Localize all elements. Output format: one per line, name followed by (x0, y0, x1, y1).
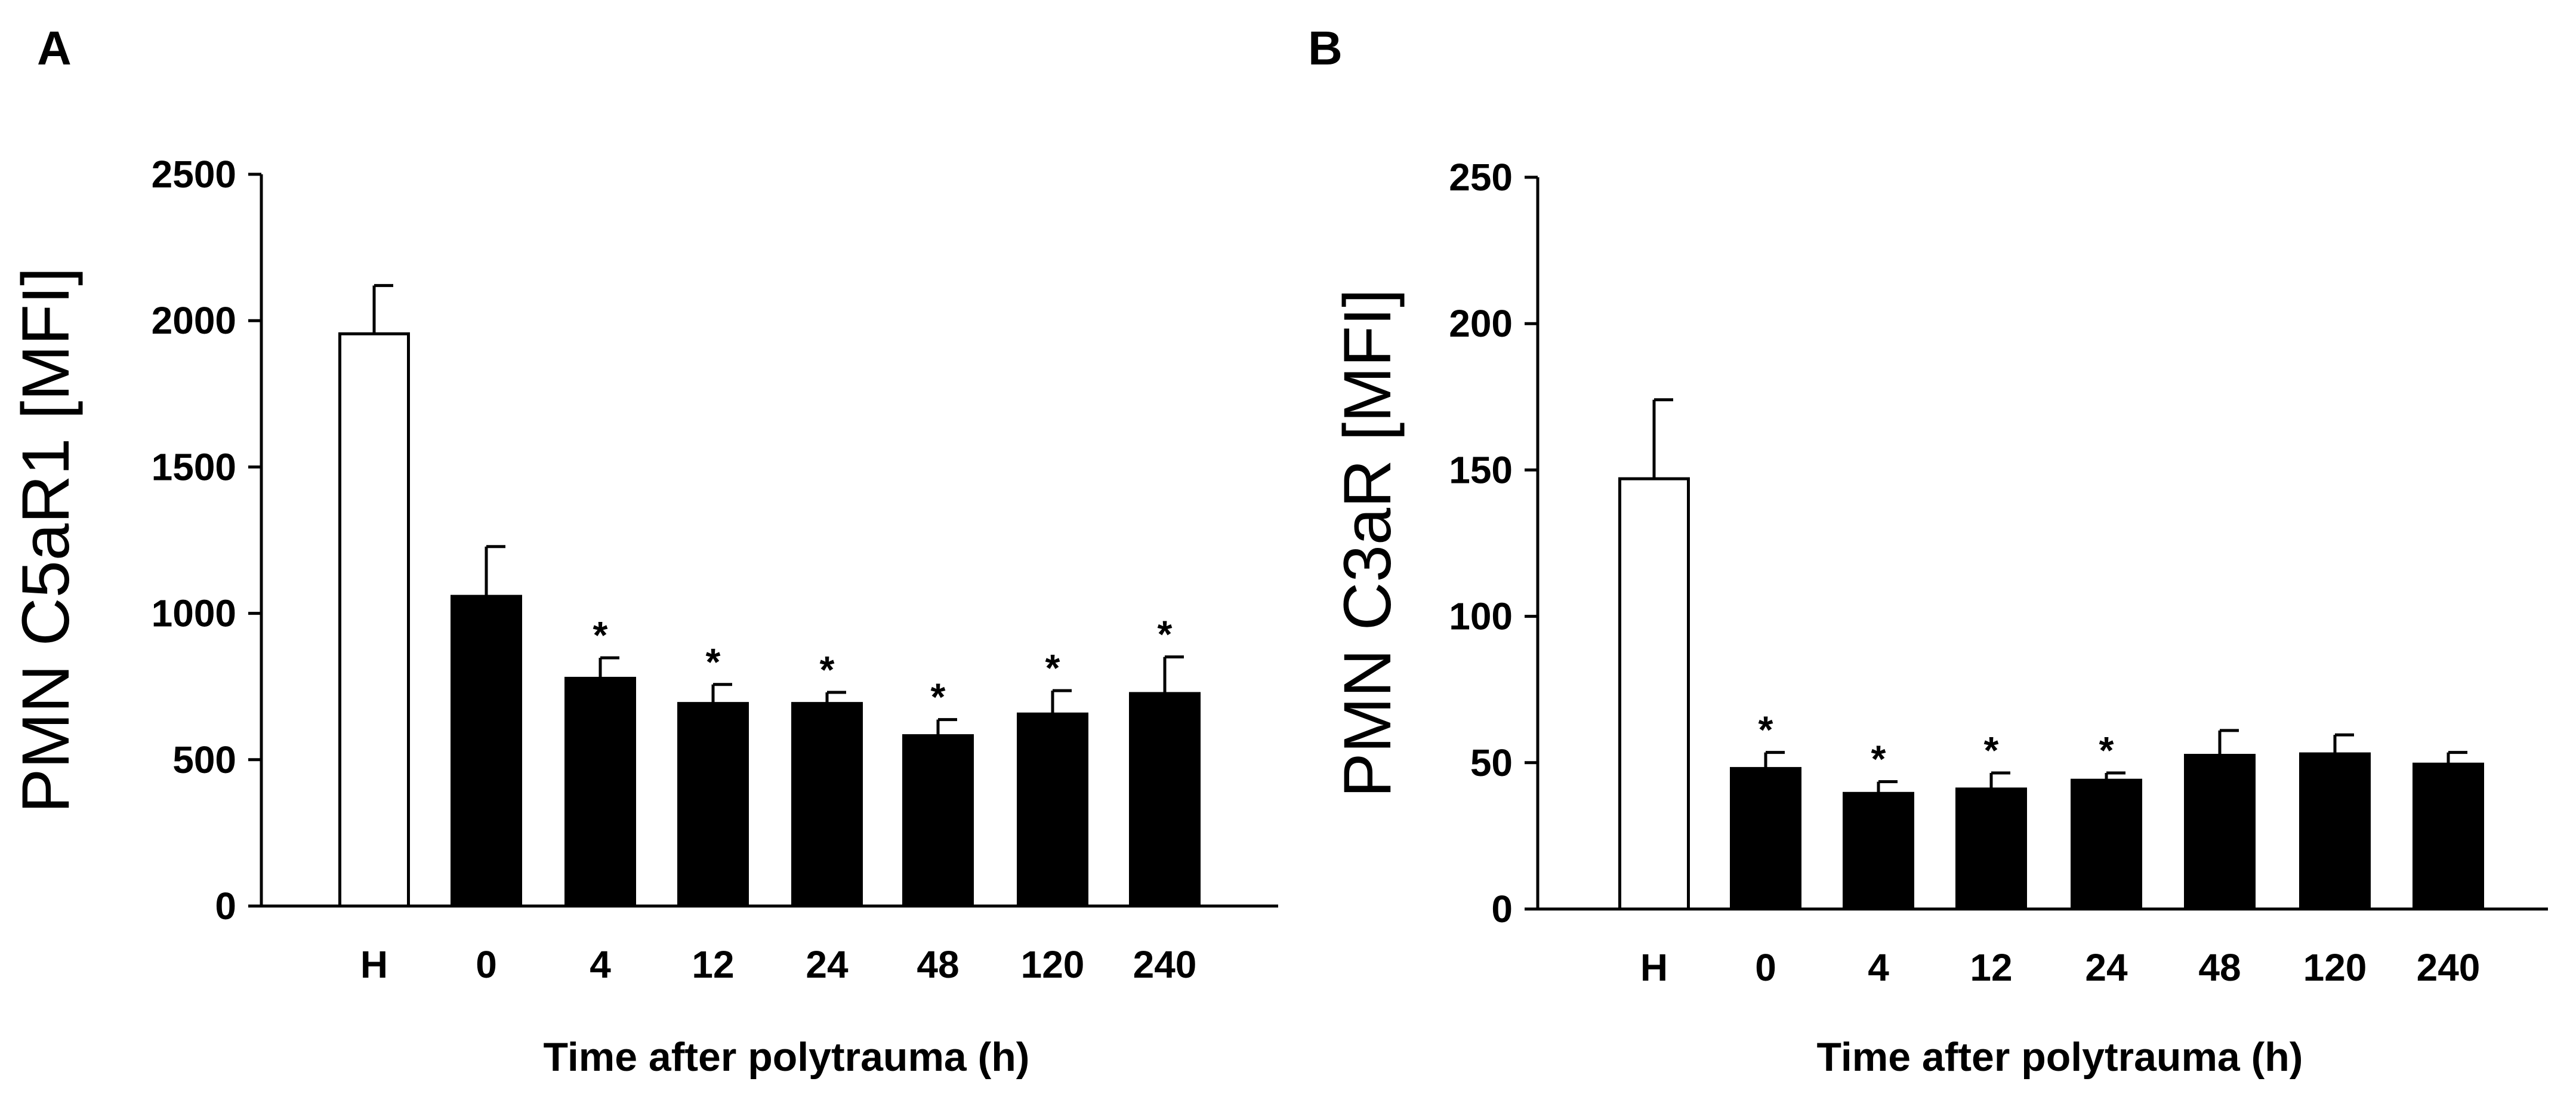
x-tick-label: 24 (2085, 946, 2128, 989)
x-tick-label: 24 (806, 943, 849, 986)
x-tick-label: H (360, 943, 388, 986)
bar (1129, 692, 1201, 908)
y-tick-label: 250 (1449, 156, 1513, 199)
x-tick-label: 48 (917, 943, 959, 986)
y-tick-label: 2000 (152, 299, 236, 342)
x-tick-label: 12 (1970, 946, 2012, 989)
x-tick-label: 0 (476, 943, 497, 986)
bar (451, 594, 522, 908)
significance-marker: * (593, 614, 608, 657)
y-tick-label: 150 (1449, 448, 1513, 491)
y-axis-label: PMN C3aR [MFI] (1330, 289, 1405, 798)
x-tick-label: 4 (590, 943, 611, 986)
x-tick-label: 4 (1868, 946, 1889, 989)
significance-marker: * (931, 676, 946, 719)
y-axis-label: PMN C5aR1 [MFI] (8, 267, 83, 814)
bar (902, 734, 974, 908)
panel-b: B 0 50 100 150 200 250 H * 0 * 4 * 12 * 24 48 120 240 Time … (1308, 21, 2548, 1080)
x-axis-label: Time after polytrauma (h) (544, 1034, 1030, 1080)
bar (791, 702, 863, 908)
x-tick-label: 240 (1133, 943, 1197, 986)
x-axis-label: Time after polytrauma (h) (1817, 1034, 2303, 1080)
x-tick-label: 240 (2417, 946, 2481, 989)
significance-marker: * (1984, 729, 1999, 772)
bar (2184, 754, 2256, 911)
y-tick-label: 0 (215, 885, 236, 928)
bar (1955, 787, 2027, 911)
bar (1730, 767, 1801, 911)
significance-marker: * (1045, 646, 1060, 689)
significance-marker: * (1158, 613, 1173, 656)
x-tick-label: H (1640, 946, 1668, 989)
bar (2413, 762, 2484, 911)
panel-label: B (1308, 21, 1343, 75)
bar (1017, 712, 1088, 908)
x-tick-label: 120 (1021, 943, 1085, 986)
y-tick-label: 200 (1449, 302, 1513, 345)
y-tick-label: 0 (1491, 888, 1513, 931)
x-tick-label: 12 (692, 943, 734, 986)
bar (2299, 752, 2371, 911)
significance-marker: * (1871, 738, 1886, 781)
bar (338, 332, 410, 908)
y-tick-label: 1500 (152, 445, 236, 488)
bar (2071, 778, 2142, 911)
panel-a: A 0 500 1000 1500 2000 2500 H 0 * 4 * 12 * 24 * 48 * 120 * 2… (8, 21, 1278, 1080)
x-tick-label: 0 (1755, 946, 1776, 989)
significance-marker: * (1759, 708, 1773, 751)
significance-marker: * (820, 648, 835, 691)
significance-marker: * (2099, 729, 2114, 772)
bar (564, 676, 636, 908)
y-tick-label: 500 (172, 738, 236, 781)
y-tick-label: 2500 (152, 153, 236, 196)
bar (1843, 791, 1914, 911)
significance-marker: * (706, 640, 721, 683)
x-tick-label: 48 (2198, 946, 2241, 989)
y-tick-label: 50 (1470, 741, 1513, 784)
x-tick-label: 120 (2303, 946, 2367, 989)
y-tick-label: 100 (1449, 595, 1513, 638)
y-tick-label: 1000 (152, 592, 236, 635)
bar (1618, 477, 1690, 911)
panel-label: A (37, 21, 72, 75)
bar (677, 702, 749, 908)
